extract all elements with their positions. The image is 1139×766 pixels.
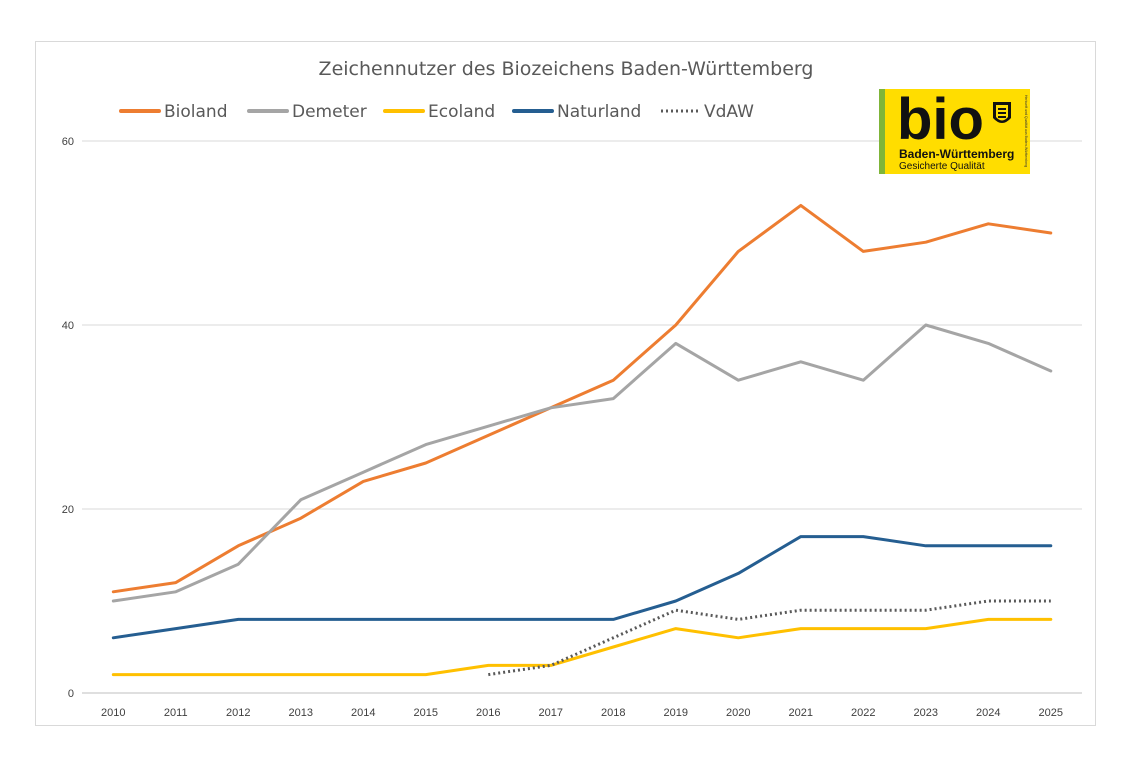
series-line-ecoland xyxy=(111,617,1053,677)
logo-tagline-text: Gesicherte Qualität xyxy=(899,161,985,172)
legend: Bioland Demeter Ecoland Naturland VdAW xyxy=(119,102,754,122)
series-line-bioland xyxy=(111,203,1053,594)
legend-label-demeter: Demeter xyxy=(292,102,367,122)
y-tick-label: 0 xyxy=(68,688,74,700)
axis-ticks: 0 20 40 60 2010 2011 2012 2013 2014 2015 2016 2017 2… xyxy=(62,136,1063,719)
chart-frame: Zeichennutzer des Biozeichens Baden-Würt… xyxy=(35,41,1096,726)
series-line-naturland xyxy=(111,535,1053,640)
x-tick-label: 2018 xyxy=(601,707,625,719)
x-tick-label: 2013 xyxy=(289,707,313,719)
bio-bw-logo: bio Baden-Württemberg Gesicherte Qualitä… xyxy=(879,87,1030,174)
series-line-vdaw xyxy=(488,599,1051,677)
chart-title: Zeichennutzer des Biozeichens Baden-Würt… xyxy=(319,58,814,80)
x-tick-label: 2021 xyxy=(789,707,813,719)
x-tick-label: 2011 xyxy=(164,707,188,719)
x-tick-label: 2019 xyxy=(664,707,688,719)
x-tick-label: 2022 xyxy=(851,707,875,719)
x-tick-label: 2016 xyxy=(476,707,500,719)
x-tick-label: 2015 xyxy=(414,707,438,719)
x-tick-label: 2010 xyxy=(101,707,125,719)
series-line-demeter xyxy=(111,323,1053,603)
x-tick-label: 2014 xyxy=(351,707,375,719)
logo-green-stripe xyxy=(879,89,885,174)
logo-region-text: Baden-Württemberg xyxy=(899,147,1014,161)
coat-of-arms-icon xyxy=(993,102,1011,123)
line-chart: Zeichennutzer des Biozeichens Baden-Würt… xyxy=(62,58,1082,719)
legend-label-ecoland: Ecoland xyxy=(428,102,495,122)
legend-label-vdaw: VdAW xyxy=(704,102,754,122)
legend-label-bioland: Bioland xyxy=(164,102,228,122)
x-tick-label: 2020 xyxy=(726,707,750,719)
y-tick-label: 40 xyxy=(62,320,74,332)
legend-label-naturland: Naturland xyxy=(557,102,641,122)
x-tick-label: 2024 xyxy=(976,707,1000,719)
logo-side-text: Herkunft und Qualität aus Baden-Württemb… xyxy=(1024,95,1028,167)
x-tick-label: 2023 xyxy=(914,707,938,719)
y-tick-label: 20 xyxy=(62,504,74,516)
gridlines xyxy=(82,140,1082,694)
y-tick-label: 60 xyxy=(62,136,74,148)
x-tick-label: 2017 xyxy=(539,707,563,719)
series-lines xyxy=(111,203,1053,677)
x-tick-label: 2012 xyxy=(226,707,250,719)
x-tick-label: 2025 xyxy=(1039,707,1063,719)
logo-main-text: bio xyxy=(897,87,984,152)
